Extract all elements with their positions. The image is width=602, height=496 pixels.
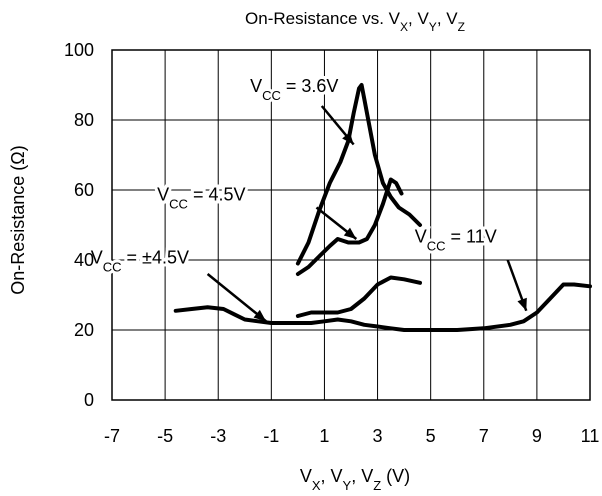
y-tick-label: 20 bbox=[74, 320, 94, 340]
chart-title: On-Resistance vs. VX, VY, VZ bbox=[245, 9, 465, 34]
annotations: VCC = 3.6V VCC = 4.5V VCC = ±4.5V VCC = 11V bbox=[88, 73, 528, 323]
series-label-0: VCC = 3.6V bbox=[250, 76, 338, 103]
x-tick-label: -3 bbox=[210, 426, 226, 446]
series-line-0 bbox=[295, 83, 422, 266]
x-axis-label: VX, VY, VZ (V) bbox=[300, 466, 410, 493]
x-tick-label: 5 bbox=[426, 426, 436, 446]
series-line-1 bbox=[295, 177, 404, 276]
series-line-2 bbox=[295, 275, 422, 318]
annotation-arrow-2 bbox=[206, 273, 267, 323]
y-tick-label: 40 bbox=[74, 250, 94, 270]
series-label-1: VCC = 4.5V bbox=[157, 185, 245, 212]
y-tick-label: 80 bbox=[74, 110, 94, 130]
x-tick-label: -1 bbox=[263, 426, 279, 446]
x-tick-label: -7 bbox=[104, 426, 120, 446]
series-label-2: VCC = ±4.5V bbox=[91, 248, 189, 275]
y-tick-label: 60 bbox=[74, 180, 94, 200]
series-label-3: VCC = 11V bbox=[415, 227, 497, 254]
y-axis-label: On-Resistance (Ω) bbox=[8, 145, 28, 295]
tick-labels: -7 -5 -3 -1 1 3 5 7 9 11 0 20 40 60 80 100 bbox=[64, 40, 599, 446]
arrowhead-3 bbox=[517, 297, 527, 311]
series-line-3 bbox=[173, 282, 592, 332]
y-tick-label: 0 bbox=[84, 390, 94, 410]
x-tick-label: 9 bbox=[532, 426, 542, 446]
x-tick-label: 11 bbox=[581, 426, 600, 446]
plot-frame bbox=[111, 49, 591, 401]
x-tick-label: -5 bbox=[157, 426, 173, 446]
arrowhead-0 bbox=[342, 132, 354, 145]
arrowhead-1 bbox=[343, 227, 357, 239]
x-tick-label: 7 bbox=[479, 426, 489, 446]
y-tick-label: 100 bbox=[64, 40, 94, 60]
x-tick-label: 1 bbox=[319, 426, 329, 446]
series-layer bbox=[173, 83, 592, 332]
x-tick-label: 3 bbox=[373, 426, 383, 446]
grid bbox=[111, 49, 591, 401]
arrowhead-2 bbox=[253, 309, 267, 322]
